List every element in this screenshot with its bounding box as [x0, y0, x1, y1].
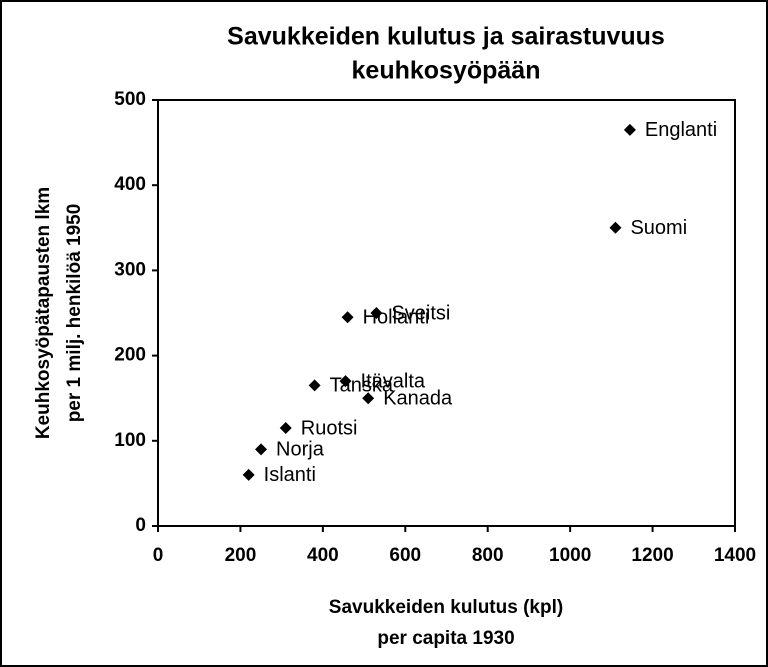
point-label: Islanti: [264, 464, 316, 486]
point-label: Norja: [276, 439, 325, 461]
y-tick-label: 200: [114, 345, 146, 366]
point-label: Itävalta: [361, 370, 426, 392]
point-label: Ruotsi: [301, 417, 358, 439]
x-tick-label: 600: [389, 545, 421, 566]
x-tick-label: 1200: [631, 545, 673, 566]
point: [279, 422, 292, 435]
y-axis-title: Keuhkosyöpätapausten lkm: [33, 187, 54, 439]
y-tick-label: 400: [114, 174, 146, 195]
point-label: Hollanti: [363, 307, 430, 329]
plot-area: [157, 99, 736, 527]
chart-title: Savukkeiden kulutus ja sairastuvuus: [227, 23, 665, 51]
x-tick-label: 1400: [714, 545, 756, 566]
x-tick-label: 1000: [549, 545, 591, 566]
x-tick-label: 800: [472, 545, 504, 566]
point-label: Tanska: [330, 375, 394, 397]
point-label: Englanti: [645, 119, 717, 141]
y-tick-label: 100: [114, 430, 146, 451]
point: [255, 443, 268, 456]
point: [341, 311, 354, 324]
chart-title: keuhkosyöpään: [352, 57, 541, 85]
point-label: Suomi: [630, 217, 687, 239]
x-axis-title: per capita 1930: [377, 628, 514, 649]
x-tick-label: 200: [225, 545, 257, 566]
y-tick-label: 300: [114, 259, 146, 280]
x-tick-label: 400: [307, 545, 339, 566]
point: [339, 375, 352, 388]
point: [362, 392, 375, 405]
y-tick-label: 0: [135, 515, 146, 536]
point: [623, 123, 636, 136]
y-axis-title: per 1 milj. henkilöä 1950: [64, 204, 85, 423]
point: [308, 379, 321, 392]
point: [370, 307, 383, 319]
point-label: Kanada: [383, 387, 453, 409]
point: [242, 468, 255, 481]
x-tick-label: 0: [153, 545, 164, 566]
y-tick-label: 500: [114, 89, 146, 110]
x-axis-title: Savukkeiden kulutus (kpl): [329, 597, 563, 618]
point: [609, 221, 622, 234]
point-label: Sveitsi: [391, 302, 450, 324]
